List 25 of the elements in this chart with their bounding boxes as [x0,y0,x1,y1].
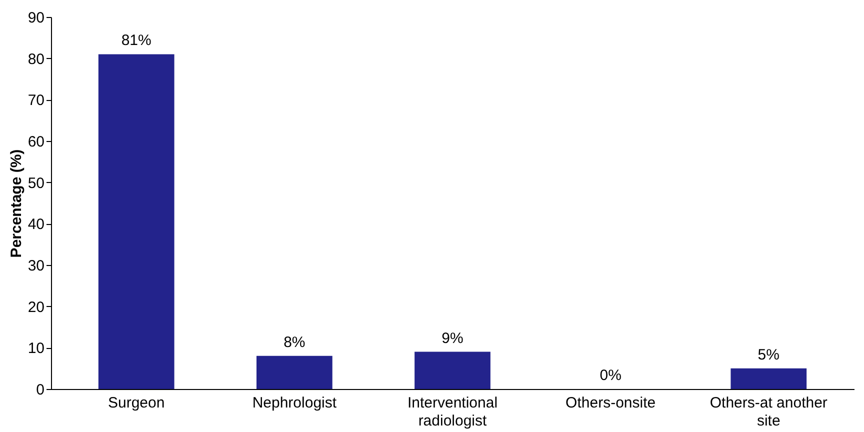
y-tick-label: 90 [28,10,44,26]
y-tick-label: 30 [28,258,44,274]
y-tick-label: 20 [28,298,44,316]
bar [730,368,807,389]
y-tick-label: 10 [28,340,44,358]
data-label: 9% [442,330,464,347]
x-tick-label: Interventional radiologist [407,394,498,430]
y-tick-label: 80 [28,50,44,68]
data-label: 8% [284,334,306,351]
bar [414,352,490,389]
y-tick-label: 70 [28,92,44,110]
data-label: 81% [121,32,152,50]
bar [98,54,174,389]
y-axis-title: Percentage (%) [8,149,25,258]
x-tick-label: Surgeon [108,394,165,412]
data-label: 5% [758,346,780,364]
y-tick-label: 60 [28,134,44,150]
y-tick-label: 40 [28,216,44,234]
bar [256,356,332,389]
x-tick-label: Nephrologist [252,394,338,412]
x-tick-label: Others-at another site [710,394,828,430]
x-tick-label: Others-onsite [566,394,656,412]
y-tick-label: 0 [36,382,44,398]
data-label: 0% [600,367,622,384]
y-tick-label: 50 [28,174,44,192]
